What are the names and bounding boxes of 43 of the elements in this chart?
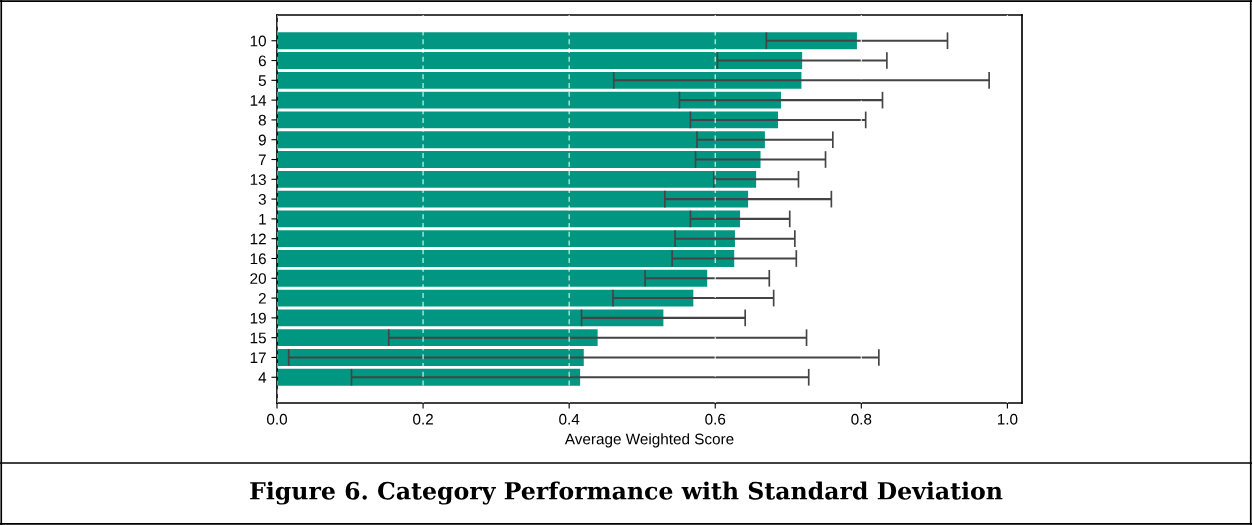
bar	[277, 52, 803, 69]
bar	[277, 210, 741, 228]
y-tick-label: 13	[250, 174, 266, 185]
bar	[277, 32, 857, 50]
x-tick-label: 1.0	[997, 413, 1018, 425]
y-tick-label: 19	[250, 312, 266, 324]
y-tick-label: 3	[258, 193, 266, 205]
bar	[277, 151, 761, 168]
x-tick-label: 0.4	[559, 413, 580, 425]
y-tick-label: 7	[258, 154, 266, 166]
bar	[277, 250, 735, 267]
y-tick-label: 14	[250, 95, 267, 106]
bar	[277, 131, 765, 149]
y-tick-label: 16	[250, 253, 266, 265]
y-tick-label: 2	[258, 292, 266, 304]
y-tick-label: 5	[258, 75, 266, 87]
bar	[277, 269, 708, 287]
y-tick-label: 6	[258, 55, 266, 67]
y-tick-label: 12	[250, 233, 266, 245]
bar	[277, 71, 802, 89]
x-axis-title: Average Weighted Score	[564, 433, 734, 448]
bar	[277, 190, 749, 208]
y-tick-label: 4	[258, 372, 267, 383]
bar	[277, 111, 779, 129]
bar	[277, 309, 664, 327]
text: Figure 6. Category Performance with Standard Deviation	[250, 481, 1003, 505]
y-tick-label: 1	[259, 213, 266, 225]
y-tick-label: 15	[250, 332, 266, 344]
bar	[277, 170, 757, 188]
bar	[277, 289, 694, 307]
bar	[277, 91, 781, 109]
y-tick-label: 8	[258, 114, 266, 126]
y-tick-label: 10	[250, 35, 266, 47]
bar	[277, 230, 735, 248]
bar	[277, 368, 581, 386]
y-tick-label: 9	[258, 134, 266, 146]
y-tick-label: 17	[250, 352, 266, 364]
x-tick-label: 0.8	[851, 413, 872, 425]
x-tick-label: 0.0	[266, 413, 288, 425]
y-tick-label: 20	[250, 273, 266, 284]
x-tick-label: 0.6	[705, 413, 726, 425]
bar	[277, 329, 598, 347]
x-tick-label: 0.2	[413, 413, 433, 425]
